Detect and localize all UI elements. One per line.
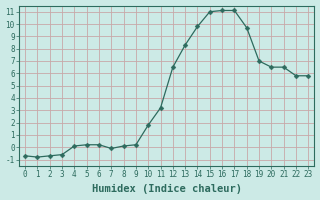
- X-axis label: Humidex (Indice chaleur): Humidex (Indice chaleur): [92, 184, 242, 194]
